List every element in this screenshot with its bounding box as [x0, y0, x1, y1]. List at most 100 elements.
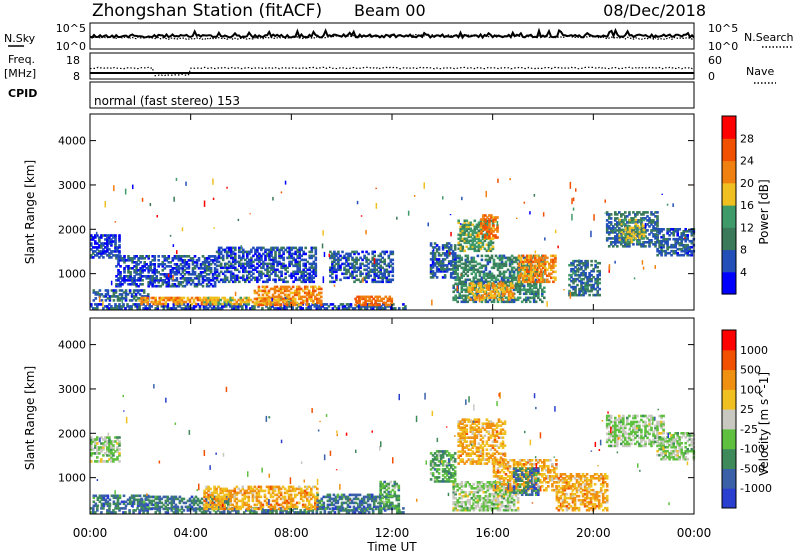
heatmap-cell: [525, 280, 529, 284]
heatmap-cell: [262, 260, 265, 264]
heatmap-cell: [94, 504, 98, 508]
heatmap-cell: [100, 504, 104, 508]
heatmap-cell: [154, 503, 157, 507]
heatmap-cell: [445, 246, 449, 249]
heatmap-cell: [172, 499, 176, 503]
heatmap-cell: [472, 260, 476, 264]
heatmap-cell: [179, 283, 183, 286]
heatmap-cell: [140, 289, 144, 292]
heatmap-cell: [110, 511, 113, 514]
heatmap-cell: [497, 294, 501, 297]
heatmap-cell: [185, 261, 189, 264]
heatmap-cell: [180, 511, 184, 514]
heatmap-cell: [504, 296, 508, 300]
heatmap-cell: [664, 241, 667, 245]
heatmap-cell: [490, 216, 493, 219]
heatmap-cell: [490, 254, 494, 258]
heatmap-cell: [286, 256, 289, 260]
heatmap-cell: [131, 281, 134, 284]
heatmap-cell: [273, 289, 277, 293]
heatmap-cell: [640, 213, 643, 216]
heatmap-cell: [201, 284, 205, 288]
heatmap-cell: [628, 211, 631, 214]
heatmap-cell: [481, 296, 485, 299]
heatmap-cell: [230, 509, 234, 512]
heatmap-cell: [488, 230, 491, 233]
heatmap-cell: [391, 268, 395, 272]
heatmap-cell: [309, 307, 313, 310]
heatmap-cell: [118, 289, 122, 292]
heatmap-cell: [367, 276, 370, 280]
heatmap-cell: [310, 276, 314, 280]
heatmap-cell: [314, 297, 317, 301]
heatmap-cell: [574, 265, 577, 269]
heatmap-cell: [524, 288, 528, 292]
heatmap-cell: [530, 288, 534, 292]
heatmap-cell: [690, 245, 694, 249]
heatmap-cell: [383, 509, 387, 512]
heatmap-cell: [192, 503, 196, 507]
data-blob: [203, 485, 319, 511]
heatmap-cell: [499, 288, 503, 291]
heatmap-cell: [366, 299, 369, 303]
heatmap-cell: [353, 258, 356, 262]
heatmap-cell: [161, 279, 165, 282]
heatmap-cell: [142, 291, 146, 294]
heatmap-cell: [302, 252, 305, 256]
heatmap-cell: [626, 224, 630, 228]
heatmap-cell: [102, 442, 105, 445]
heatmap-cell: [568, 291, 571, 295]
heatmap-cell: [132, 509, 135, 512]
heatmap-cell: [134, 509, 137, 512]
heatmap-cell: [229, 250, 233, 254]
heatmap-cell: [476, 262, 480, 266]
heatmap-cell: [654, 211, 657, 214]
heatmap-cell: [315, 511, 319, 514]
heatmap-cell: [484, 280, 488, 284]
heatmap-cell: [454, 278, 457, 282]
heatmap-cell: [508, 274, 512, 278]
heatmap-cell: [181, 255, 185, 258]
heatmap-cell: [104, 234, 107, 237]
heatmap-cell: [380, 297, 383, 301]
heatmap-cell: [471, 231, 475, 235]
heatmap-cell: [525, 270, 529, 274]
heatmap-cell: [287, 297, 291, 301]
heatmap-cell: [572, 259, 575, 263]
heatmap-cell: [494, 278, 498, 282]
heatmap-cell: [312, 276, 316, 280]
heatmap-cell: [94, 250, 97, 253]
heatmap-cell: [238, 248, 241, 252]
heatmap-cell: [312, 289, 315, 293]
heatmap-cell: [650, 229, 653, 232]
heatmap-cell: [116, 295, 120, 298]
heatmap-cell: [154, 298, 157, 302]
heatmap-cell: [516, 258, 520, 262]
heatmap-cell: [316, 297, 319, 301]
heatmap-cell: [686, 230, 689, 233]
heatmap-cell: [364, 295, 367, 299]
heatmap-cell: [258, 274, 261, 278]
heatmap-cell: [299, 287, 303, 291]
heatmap-cell: [247, 298, 251, 302]
heatmap-cell: [149, 279, 152, 282]
heatmap-cell: [642, 217, 645, 220]
heatmap-cell: [544, 237, 546, 241]
heatmap-cell: [672, 228, 675, 231]
heatmap-cell: [485, 294, 489, 297]
heatmap-cell: [259, 299, 263, 303]
heatmap-cell: [491, 286, 495, 289]
heatmap-cell: [509, 286, 513, 289]
heatmap-cell: [190, 307, 194, 310]
heatmap-cell: [345, 264, 348, 268]
heatmap-cell: [278, 270, 281, 274]
heatmap-cell: [167, 281, 171, 284]
heatmap-cell: [525, 254, 529, 258]
heatmap-cell: [280, 262, 283, 266]
heatmap-cell: [123, 257, 126, 260]
heatmap-cell: [224, 499, 228, 503]
heatmap-cell: [215, 274, 219, 278]
heatmap-cell: [212, 501, 216, 505]
heatmap-cell: [191, 281, 195, 284]
heatmap-cell: [467, 227, 471, 231]
